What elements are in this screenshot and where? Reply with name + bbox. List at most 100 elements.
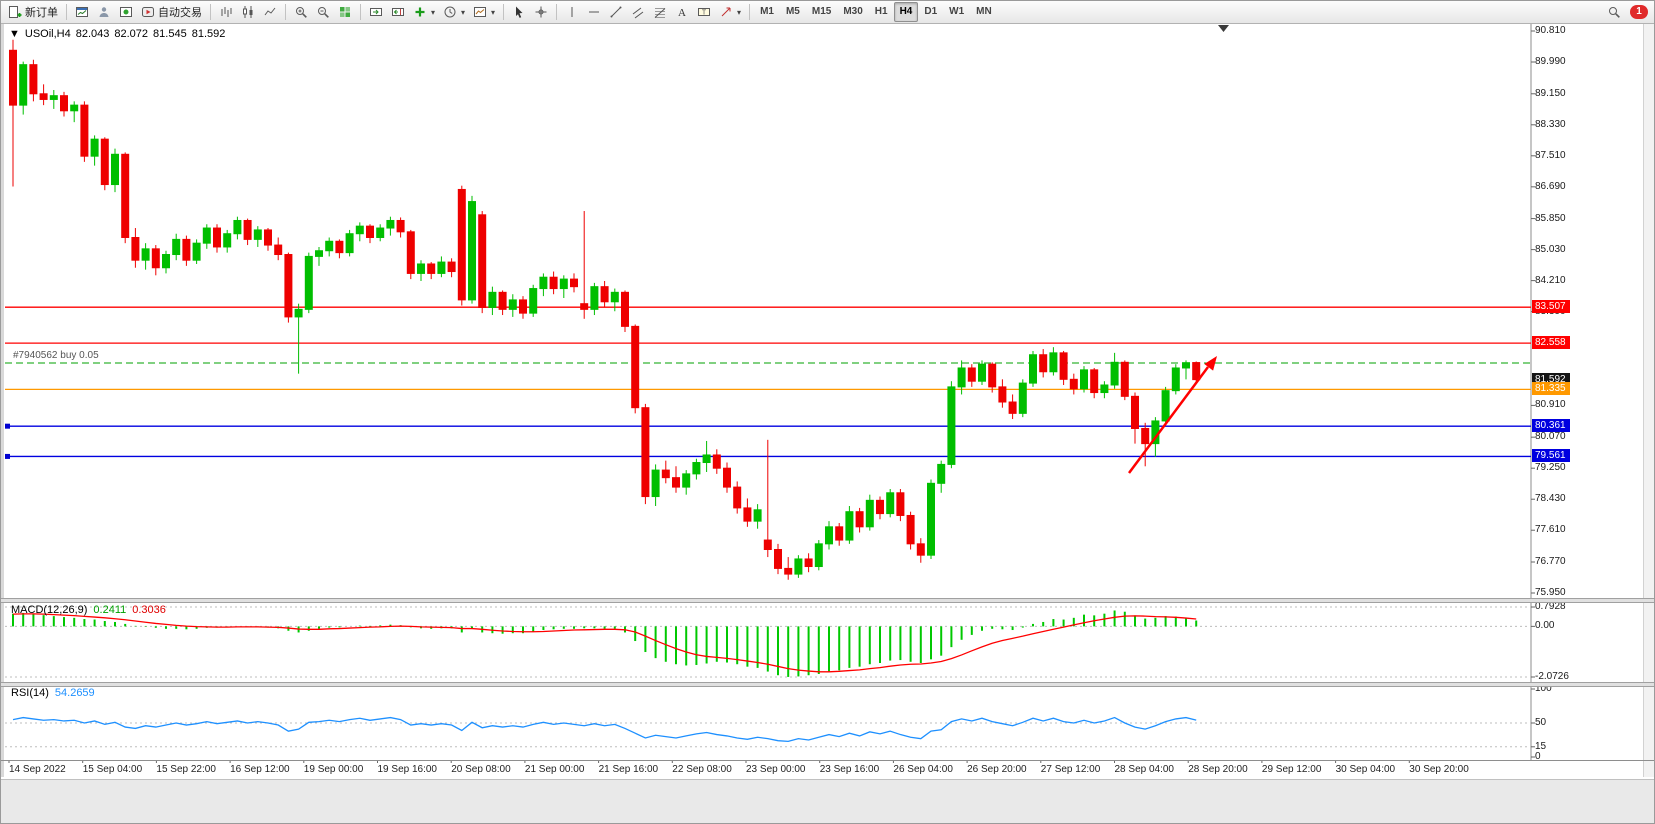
time-axis-label: 23 Sep 16:00 xyxy=(819,764,880,775)
macd-axis-tick: 0.7928 xyxy=(1535,601,1566,612)
horizontal-line-button[interactable] xyxy=(583,1,605,23)
time-axis-label: 30 Sep 04:00 xyxy=(1335,764,1396,775)
price-tick: 79.250 xyxy=(1535,462,1566,474)
candlestick-button[interactable] xyxy=(237,1,259,23)
terminal-button[interactable] xyxy=(115,1,137,23)
vertical-line-icon xyxy=(571,7,573,17)
timeframe-M30-button[interactable]: M30 xyxy=(843,6,863,17)
price-chip-83.507: 83.507 xyxy=(1532,300,1570,314)
panel-separator[interactable] xyxy=(1,598,1654,603)
market-watch-button[interactable] xyxy=(71,1,93,23)
time-axis-label: 26 Sep 04:00 xyxy=(893,764,953,775)
candles-layer xyxy=(9,39,1201,580)
rsi-value: 54.2659 xyxy=(54,687,95,699)
crosshair-button[interactable] xyxy=(530,1,552,23)
time-axis-label: 30 Sep 20:00 xyxy=(1409,764,1469,775)
symbol-name: USOil,H4 xyxy=(24,28,71,40)
chart-title: ▼ USOil,H4 82.043 82.072 81.545 81.592 xyxy=(9,28,230,40)
channel-icon xyxy=(632,7,644,19)
new-order-button[interactable]: 新订单 xyxy=(4,1,62,23)
arrow-tool-button[interactable]: ▾ xyxy=(715,1,745,23)
timeframe-M15-button[interactable]: M15 xyxy=(811,6,832,17)
timeframe-H4-button[interactable]: H4 xyxy=(893,2,919,22)
auto-scroll-button[interactable] xyxy=(365,1,387,23)
price-tick: 80.910 xyxy=(1535,399,1566,411)
search-button[interactable] xyxy=(1603,1,1625,23)
time-axis-label: 28 Sep 04:00 xyxy=(1114,764,1175,775)
timeframe-M1-button[interactable]: M1 xyxy=(760,6,774,17)
time-axis-label: 16 Sep 12:00 xyxy=(230,764,290,775)
bar-high: 82.072 xyxy=(114,28,149,40)
text-button[interactable]: A xyxy=(671,1,693,23)
rsi-axis-tick: 50 xyxy=(1535,717,1547,728)
fibonacci-button[interactable] xyxy=(649,1,671,23)
price-tick: 89.990 xyxy=(1535,56,1566,67)
main-toolbar: 新订单 自动交易 ▾ ▾ ▾ A T ▾ M1 M5 M15 M30 H1 H4 D1 W1 MN 1 xyxy=(1,1,1654,24)
rsi-axis-tick: 15 xyxy=(1535,740,1547,752)
time-axis-label: 26 Sep 20:00 xyxy=(967,764,1027,775)
toolbar-separator xyxy=(66,4,67,20)
notification-badge[interactable]: 1 xyxy=(1630,5,1648,19)
cursor-button[interactable] xyxy=(508,1,530,23)
price-tick: 76.770 xyxy=(1535,555,1566,567)
price-tick: 89.150 xyxy=(1535,87,1566,99)
bar-chart-icon xyxy=(221,7,232,17)
timeframe-M5-button[interactable]: M5 xyxy=(785,6,800,17)
terminal-icon xyxy=(120,7,132,17)
time-axis-label: 19 Sep 00:00 xyxy=(303,764,364,775)
time-axis-label: 21 Sep 00:00 xyxy=(524,764,585,775)
bar-close: 81.592 xyxy=(191,28,226,40)
time-axis-label: 23 Sep 00:00 xyxy=(746,764,806,775)
time-axis-label: 21 Sep 16:00 xyxy=(598,764,659,775)
templates-button[interactable]: ▾ xyxy=(469,1,499,23)
price-chip-80.361: 80.361 xyxy=(1532,419,1570,433)
tile-windows-button[interactable] xyxy=(334,1,356,23)
trendline-button[interactable] xyxy=(605,1,627,23)
svg-text:T: T xyxy=(702,10,707,17)
zoom-in-button[interactable] xyxy=(290,1,312,23)
bar-chart-button[interactable] xyxy=(215,1,237,23)
periods-icon xyxy=(444,6,456,18)
open-position-label: #7940562 buy 0.05 xyxy=(13,350,99,361)
price-tick: 87.510 xyxy=(1535,149,1566,161)
timeframe-H1-button[interactable]: H1 xyxy=(874,6,888,17)
macd-name: MACD(12,26,9) xyxy=(11,604,88,616)
svg-text:A: A xyxy=(678,7,686,19)
line-handle[interactable] xyxy=(5,453,10,459)
auto-trading-button[interactable]: 自动交易 xyxy=(137,1,206,23)
channel-button[interactable] xyxy=(627,1,649,23)
chart-shift-button[interactable] xyxy=(387,1,409,23)
window-left-frame xyxy=(1,23,4,777)
macd-label: MACD(12,26,9) 0.2411 0.3036 xyxy=(11,604,172,616)
timeframe-W1-button[interactable]: W1 xyxy=(949,6,965,17)
timeframe-D1-button[interactable]: D1 xyxy=(924,6,938,17)
bottom-strip xyxy=(1,779,1654,823)
indicators-button[interactable]: ▾ xyxy=(409,1,439,23)
chevron-down-icon: ▾ xyxy=(461,7,466,17)
line-handle[interactable] xyxy=(5,423,10,429)
tile-windows-icon xyxy=(340,7,350,17)
label-button[interactable]: T xyxy=(693,1,715,23)
periods-button[interactable]: ▾ xyxy=(439,1,469,23)
vertical-line-button[interactable] xyxy=(561,1,583,23)
price-chip-82.558: 82.558 xyxy=(1532,336,1570,350)
cursor-icon xyxy=(516,6,523,18)
chevron-down-icon: ▾ xyxy=(491,7,496,17)
trend-arrow[interactable] xyxy=(1127,356,1217,474)
navigator-button[interactable] xyxy=(93,1,115,23)
price-tick: 85.030 xyxy=(1535,243,1566,255)
price-tick: 84.210 xyxy=(1535,274,1566,286)
rsi-name: RSI(14) xyxy=(11,687,49,699)
vertical-scrollbar[interactable] xyxy=(1643,23,1654,777)
macd-axis-tick: -2.0726 xyxy=(1535,671,1569,682)
zoom-out-button[interactable] xyxy=(312,1,334,23)
chart-shift-marker[interactable] xyxy=(1218,25,1229,32)
timeframe-MN-button[interactable]: MN xyxy=(976,6,992,17)
templates-icon xyxy=(474,7,487,17)
time-axis-label: 15 Sep 22:00 xyxy=(156,764,216,775)
line-chart-button[interactable] xyxy=(259,1,281,23)
panel-separator[interactable] xyxy=(1,682,1654,687)
toolbar-separator xyxy=(285,4,286,20)
one-click-arrow-icon[interactable]: ▼ xyxy=(9,28,20,40)
